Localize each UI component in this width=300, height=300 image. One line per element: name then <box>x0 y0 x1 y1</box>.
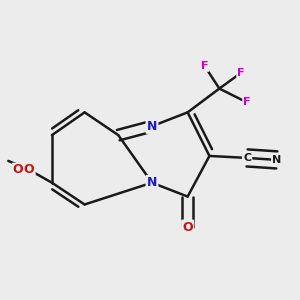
Text: N: N <box>147 176 157 189</box>
Text: O: O <box>24 163 34 176</box>
Text: C: C <box>243 153 251 163</box>
Text: N: N <box>272 155 281 165</box>
Text: F: F <box>243 98 251 107</box>
Text: N: N <box>147 120 157 133</box>
Text: O: O <box>13 163 23 176</box>
Text: F: F <box>201 61 208 71</box>
Text: F: F <box>237 68 245 78</box>
Text: O: O <box>182 221 193 234</box>
